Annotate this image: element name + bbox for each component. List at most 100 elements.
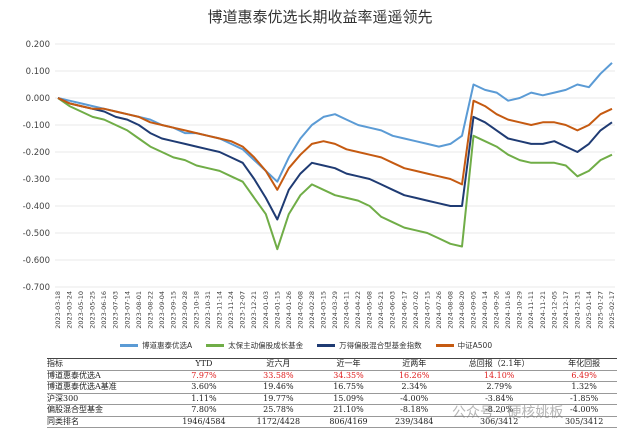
performance-table: 指标 YTD 近六月 近一年 近两年 总回报（2.1年） 年化回报 博道惠泰优选A 7.97%…	[47, 358, 617, 428]
legend-label: 太保主动偏股成长基金	[228, 341, 304, 350]
table-header-row: 指标 YTD 近六月 近一年 近两年 总回报（2.1年） 年化回报	[47, 358, 617, 371]
x-tick-label: 2024-10-16	[504, 291, 512, 329]
x-tick-label: 2023-12-21	[250, 291, 258, 329]
x-tick-label: 2024-07-15	[423, 291, 431, 329]
table-header-cell: 近两年	[381, 358, 448, 371]
y-axis-ticks: 0.200 0.100 0.000 -0.100 -0.200 -0.300 -0.400 -…	[23, 40, 50, 293]
y-tick-label: 0.000	[26, 94, 50, 104]
y-tick-label: 0.200	[26, 40, 50, 50]
table-cell: 7.80%	[166, 404, 242, 417]
table-cell: 19.77%	[241, 392, 316, 405]
x-tick-label: 2024-08-08	[446, 291, 454, 329]
chart-title: 博道惠泰优选长期收益率遥遥领先	[207, 8, 433, 26]
x-tick-label: 2024-12-31	[573, 291, 581, 329]
x-tick-label: 2023-12-07	[239, 291, 247, 329]
table-cell: 6.49%	[551, 369, 617, 382]
x-tick-label: 2023-07-14	[123, 291, 131, 329]
x-tick-label: 2023-09-04	[158, 291, 166, 329]
x-tick-label: 2024-07-26	[435, 291, 443, 329]
x-tick-label: 2023-08-22	[146, 291, 154, 329]
legend-swatch	[435, 344, 454, 347]
table-cell: 7.97%	[166, 369, 242, 382]
table-cell: 沪深300	[47, 392, 167, 405]
y-tick-label: -0.400	[23, 202, 50, 212]
x-tick-label: 2024-01-03	[262, 291, 270, 329]
table-cell: 16.75%	[315, 381, 382, 394]
x-tick-label: 2025-01-14	[585, 291, 593, 329]
y-tick-label: -0.600	[23, 256, 50, 266]
y-tick-label: -0.100	[23, 121, 50, 131]
table-cell: 34.35%	[315, 369, 382, 382]
x-axis-ticks: 2023-03-18 2023-03-24 2023-05-10 2023-05-25…	[54, 291, 616, 329]
table-cell: -8.18%	[381, 404, 448, 417]
x-tick-label: 2024-04-11	[343, 291, 351, 329]
y-tick-label: -0.500	[23, 229, 50, 239]
x-tick-label: 2024-06-17	[400, 291, 408, 329]
x-tick-label: 2024-11-11	[527, 291, 535, 329]
x-tick-label: 2023-05-10	[77, 291, 85, 329]
table-cell: 306/3412	[447, 415, 552, 428]
table-header-cell: 总回报（2.1年）	[447, 358, 552, 371]
x-tick-label: 2024-02-08	[296, 291, 304, 329]
x-tick-label: 2024-04-22	[354, 291, 362, 329]
x-tick-label: 2024-10-29	[516, 291, 524, 329]
table-row: 偏股混合型基金 7.80% 25.78% 21.10% -8.18% -8.20% -4.0…	[47, 404, 617, 417]
series-line-0	[57, 62, 613, 183]
x-tick-label: 2023-05-25	[89, 291, 97, 329]
table-cell: 239/3484	[381, 415, 448, 428]
table-cell: 305/3412	[551, 415, 617, 428]
x-tick-label: 2024-09-14	[481, 291, 489, 329]
legend-label: 万得偏股混合型基金指数	[339, 341, 422, 350]
y-tick-label: -0.300	[23, 175, 50, 185]
table-cell: 16.26%	[381, 369, 448, 382]
table-cell: 博道惠泰优选A	[47, 369, 167, 382]
x-tick-label: 2024-06-03	[389, 291, 397, 329]
x-tick-label: 2023-08-01	[135, 291, 143, 329]
watermark: 公众号 · 硬核姚板	[452, 405, 564, 421]
line-chart: 0.200 0.100 0.000 -0.100 -0.200 -0.300 -0.400 -…	[23, 40, 616, 329]
x-tick-label: 2023-09-15	[169, 291, 177, 329]
series-line-2	[57, 97, 613, 221]
x-tick-label: 2025-01-27	[596, 291, 604, 329]
x-tick-label: 2023-03-18	[54, 291, 62, 329]
series-layer	[57, 62, 613, 251]
table-cell: 33.58%	[241, 369, 316, 382]
x-tick-label: 2024-05-21	[377, 291, 385, 329]
table-cell: 1172/4428	[241, 415, 316, 428]
table-cell: 3.60%	[166, 381, 242, 394]
table-header-cell: YTD	[166, 358, 242, 371]
x-tick-label: 2023-11-14	[216, 291, 224, 329]
x-tick-label: 2024-01-26	[285, 291, 293, 329]
table-cell: 19.46%	[241, 381, 316, 394]
series-line-3	[57, 97, 613, 191]
table-cell: -4.00%	[381, 392, 448, 405]
x-tick-label: 2024-08-20	[458, 291, 466, 329]
legend-label: 博道惠泰优选A	[142, 341, 193, 350]
x-tick-label: 2024-09-05	[470, 291, 478, 329]
x-tick-label: 2023-03-24	[66, 291, 74, 329]
x-tick-label: 2024-09-26	[493, 291, 501, 329]
legend-swatch	[317, 344, 336, 347]
x-tick-label: 2024-02-28	[308, 291, 316, 329]
legend-swatch	[206, 344, 225, 347]
legend-item: 太保主动偏股成长基金	[206, 340, 303, 351]
x-tick-label: 2023-06-16	[100, 291, 108, 329]
x-tick-label: 2024-01-15	[273, 291, 281, 329]
x-tick-label: 2024-11-21	[539, 291, 547, 329]
x-tick-label: 2023-11-24	[227, 291, 235, 329]
table-body: 博道惠泰优选A 7.97% 33.58% 34.35% 16.26% 14.10% 6.49…	[47, 369, 617, 428]
x-tick-label: 2023-10-18	[193, 291, 201, 329]
x-tick-label: 2024-03-15	[319, 291, 327, 329]
legend-item: 博道惠泰优选A	[120, 340, 192, 351]
x-tick-label: 2025-02-17	[608, 291, 616, 329]
table-cell: 博道惠泰优选A基准	[47, 381, 167, 394]
table-header-cell: 年化回报	[551, 358, 617, 371]
table-header-cell: 近一年	[315, 358, 382, 371]
legend-item: 万得偏股混合型基金指数	[317, 340, 422, 351]
table-cell: 806/4169	[315, 415, 382, 428]
table-row: 博道惠泰优选A基准 3.60% 19.46% 16.75% 2.34% 2.79% 1.32…	[47, 381, 617, 394]
legend-label: 中证A500	[457, 341, 493, 350]
table-cell: 21.10%	[315, 404, 382, 417]
table-cell: 偏股混合型基金	[47, 404, 167, 417]
table-cell: 1946/4584	[166, 415, 242, 428]
